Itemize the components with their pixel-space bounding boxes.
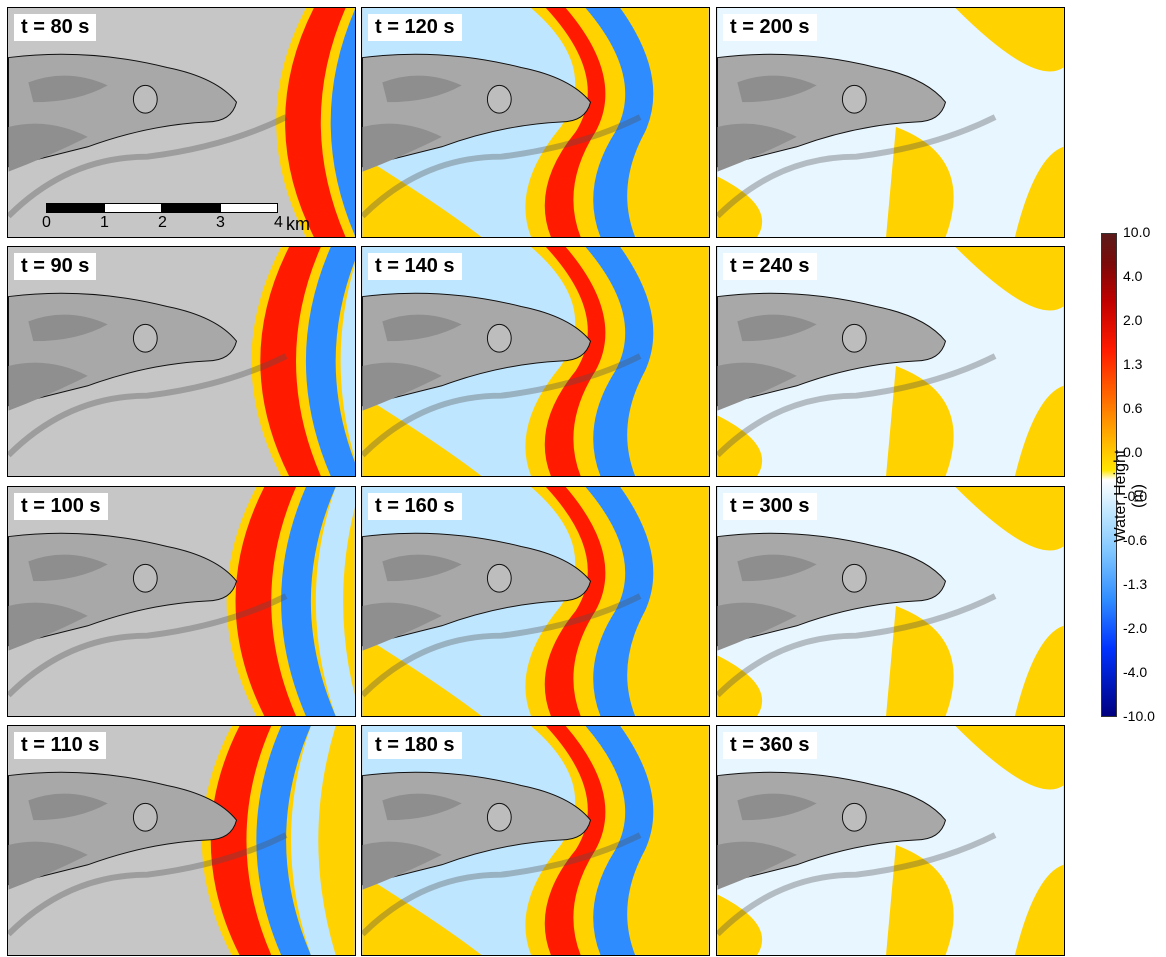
scale-tick-label: 3 [216,214,225,231]
map-panel: t = 200 s [716,7,1065,238]
scale-segment [104,203,162,213]
map-panel: t = 100 s [7,486,356,717]
time-label: t = 110 s [14,732,107,759]
time-label: t = 90 s [14,253,97,280]
colorbar-tick-label: 1.3 [1123,356,1143,372]
colorbar [1101,233,1117,717]
colorbar-tick-label: -10.0 [1123,708,1155,724]
colorbar-title: Water Height (m) [1112,449,1147,543]
time-label: t = 100 s [14,493,108,520]
colorbar-tick-label: -0.0 [1123,488,1148,504]
scale-unit: km [286,214,310,234]
map-panel: t = 240 s [716,246,1065,477]
colorbar-tick-label: -2.0 [1123,620,1148,636]
map-panel: t = 360 s [716,725,1065,956]
colorbar-tick-label: -4.0 [1123,664,1148,680]
colorbar-tick-label: 10.0 [1123,224,1151,240]
scale-segment [220,203,278,213]
scale-tick-label: 0 [42,214,51,231]
map-panel: t = 300 s [716,486,1065,717]
scale-segment [46,203,104,213]
map-panel: t = 120 s [361,7,710,238]
map-panel: t = 80 s 0 1 2 3 4 km [7,7,356,238]
map-panel: t = 140 s [361,246,710,477]
map-panel: t = 160 s [361,486,710,717]
colorbar-tick-label: -1.3 [1123,576,1148,592]
colorbar-tick-label: -0.6 [1123,532,1148,548]
time-label: t = 160 s [368,493,462,520]
scale-segment [162,203,220,213]
map-panel: t = 110 s [7,725,356,956]
time-label: t = 180 s [368,732,462,759]
colorbar-tick-label: 4.0 [1123,268,1143,284]
time-label: t = 200 s [723,14,817,41]
scale-tick-label: 4 [274,214,283,231]
scale-tick-label: 1 [100,214,109,231]
time-label: t = 240 s [723,253,817,280]
colorbar-tick-label: 0.6 [1123,400,1143,416]
scale-bar: 0 1 2 3 4 km [42,195,336,235]
time-label: t = 140 s [368,253,462,280]
colorbar-tick-label: 0.0 [1123,444,1143,460]
map-panel: t = 90 s [7,246,356,477]
time-label: t = 360 s [723,732,817,759]
colorbar-tick-label: 2.0 [1123,312,1143,328]
time-label: t = 300 s [723,493,817,520]
time-label: t = 120 s [368,14,462,41]
time-label: t = 80 s [14,14,97,41]
map-panel: t = 180 s [361,725,710,956]
scale-tick-label: 2 [158,214,167,231]
